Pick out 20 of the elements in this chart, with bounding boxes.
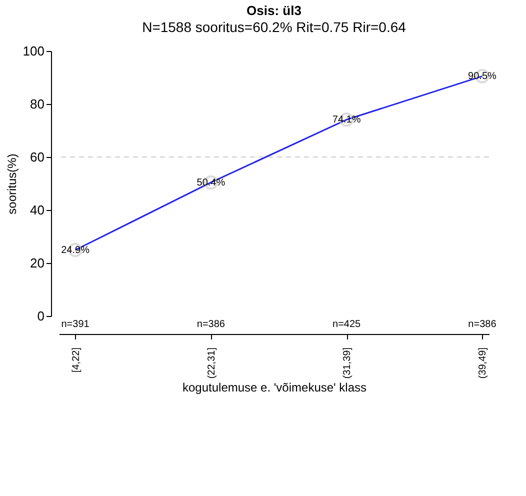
data-label: 90.5% bbox=[468, 71, 496, 82]
y-tick-label: 0 bbox=[37, 308, 44, 324]
y-tick-label: 80 bbox=[30, 96, 44, 112]
x-tick-label: [4,22] bbox=[70, 347, 82, 373]
data-label: 24.9% bbox=[61, 245, 90, 256]
x-tick-label: (39,49] bbox=[478, 347, 489, 379]
chart-title: Osis: ül3 bbox=[246, 3, 302, 18]
x-tick-label: (31,39] bbox=[342, 347, 354, 379]
text: n=386 bbox=[468, 319, 497, 330]
y-tick-label: 100 bbox=[22, 44, 44, 58]
x-tick-label: (22,31] bbox=[206, 347, 218, 379]
x-axis-title: kogutulemuse e. 'võimekuse' klass bbox=[182, 380, 367, 395]
text: n=386 bbox=[196, 319, 226, 330]
chart-subtitle: N=1588 sooritus=60.2% Rit=0.75 Rir=0.64 bbox=[142, 19, 406, 35]
y-tick-label: 20 bbox=[30, 256, 44, 270]
y-tick-label: 40 bbox=[30, 202, 44, 218]
text: n=425 bbox=[332, 319, 362, 330]
y-tick-label: 60 bbox=[30, 150, 44, 164]
y-axis-title: sooritus(%) bbox=[4, 154, 19, 214]
text: n=391 bbox=[61, 319, 90, 330]
